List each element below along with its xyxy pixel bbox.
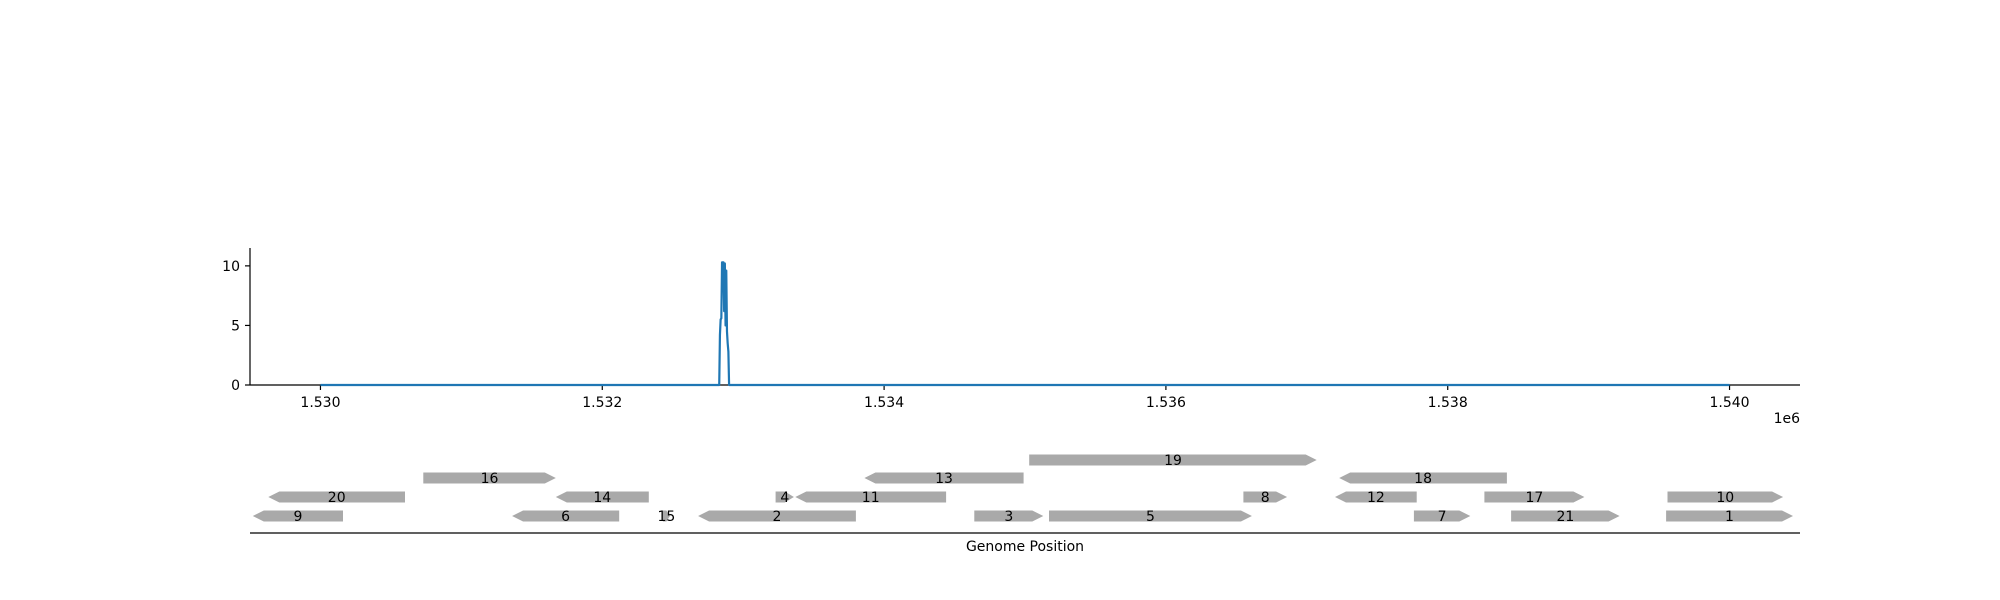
gene-9: 9 — [252, 509, 343, 525]
gene-1: 1 — [1666, 509, 1793, 525]
gene-arrow — [1667, 491, 1784, 503]
gene-5: 5 — [1049, 509, 1252, 525]
gene-label: 21 — [1556, 509, 1574, 525]
gene-arrow — [775, 491, 794, 503]
x-offset-label: 1e6 — [1774, 411, 1801, 427]
x-tick-label: 1.530 — [300, 395, 340, 411]
gene-11: 11 — [795, 490, 947, 506]
gene-2: 2 — [698, 509, 856, 525]
x-tick-label: 1.532 — [582, 395, 622, 411]
gene-arrow — [1049, 510, 1252, 522]
coverage-panel: 0 5 10 1.530 1.532 1.534 1.536 1.538 1.540 1e6 — [222, 248, 1800, 427]
gene-label: 4 — [780, 490, 789, 506]
gene-label: 10 — [1716, 490, 1734, 506]
gene-arrow — [555, 491, 649, 503]
gene-21: 21 — [1511, 509, 1620, 525]
gene-label: 15 — [657, 509, 675, 525]
gene-12: 12 — [1335, 490, 1417, 506]
gene-arrow — [1335, 491, 1417, 503]
gene-4: 4 — [775, 490, 794, 506]
x-ticks: 1.530 1.532 1.534 1.536 1.538 1.540 — [300, 385, 1750, 411]
gene-3: 3 — [974, 509, 1044, 525]
gene-17: 17 — [1484, 490, 1585, 506]
y-tick-label: 0 — [231, 378, 240, 394]
gene-arrow — [252, 510, 343, 522]
gene-18: 18 — [1339, 471, 1507, 487]
gene-19: 19 — [1029, 453, 1317, 469]
gene-arrow — [662, 510, 670, 522]
gene-label: 2 — [773, 509, 782, 525]
gene-20: 20 — [268, 490, 405, 506]
y-tick-label: 5 — [231, 318, 240, 334]
gene-label: 9 — [293, 509, 302, 525]
gene-arrow — [423, 472, 556, 484]
y-tick-label: 10 — [222, 259, 240, 275]
x-tick-label: 1.534 — [864, 395, 904, 411]
gene-arrow — [1666, 510, 1793, 522]
gene-arrow — [1511, 510, 1620, 522]
gene-label: 7 — [1438, 509, 1447, 525]
gene-arrow — [795, 491, 947, 503]
gene-label: 14 — [593, 490, 611, 506]
gene-label: 1 — [1725, 509, 1734, 525]
gene-arrow — [974, 510, 1044, 522]
gene-label: 5 — [1146, 509, 1155, 525]
gene-label: 16 — [481, 471, 499, 487]
gene-label: 17 — [1525, 490, 1543, 506]
gene-arrow — [1484, 491, 1585, 503]
gene-label: 3 — [1004, 509, 1013, 525]
gene-arrow — [1413, 510, 1471, 522]
gene-label: 20 — [328, 490, 346, 506]
gene-arrow — [698, 510, 856, 522]
y-ticks: 0 5 10 — [222, 259, 250, 394]
gene-arrow — [1339, 472, 1507, 484]
gene-axis-title: Genome Position — [966, 539, 1084, 555]
x-tick-label: 1.540 — [1709, 395, 1749, 411]
coverage-line — [320, 261, 1730, 387]
gene-label: 6 — [561, 509, 570, 525]
gene-label: 11 — [862, 490, 880, 506]
gene-arrow — [864, 472, 1024, 484]
gene-label: 12 — [1367, 490, 1385, 506]
gene-6: 6 — [512, 509, 620, 525]
gene-14: 14 — [555, 490, 649, 506]
gene-7: 7 — [1413, 509, 1471, 525]
gene-16: 16 — [423, 471, 556, 487]
gene-arrow — [512, 510, 620, 522]
gene-13: 13 — [864, 471, 1024, 487]
gene-arrow — [1029, 454, 1317, 466]
gene-arrow — [1243, 491, 1288, 503]
gene-label: 13 — [935, 471, 953, 487]
gene-label: 19 — [1164, 453, 1182, 469]
gene-10: 10 — [1667, 490, 1784, 506]
gene-label: 18 — [1414, 471, 1432, 487]
x-tick-label: 1.538 — [1428, 395, 1468, 411]
x-tick-label: 1.536 — [1146, 395, 1186, 411]
gene-15: 15 — [657, 509, 675, 525]
gene-label: 8 — [1261, 490, 1270, 506]
gene-arrow — [268, 491, 405, 503]
gene-8: 8 — [1243, 490, 1288, 506]
